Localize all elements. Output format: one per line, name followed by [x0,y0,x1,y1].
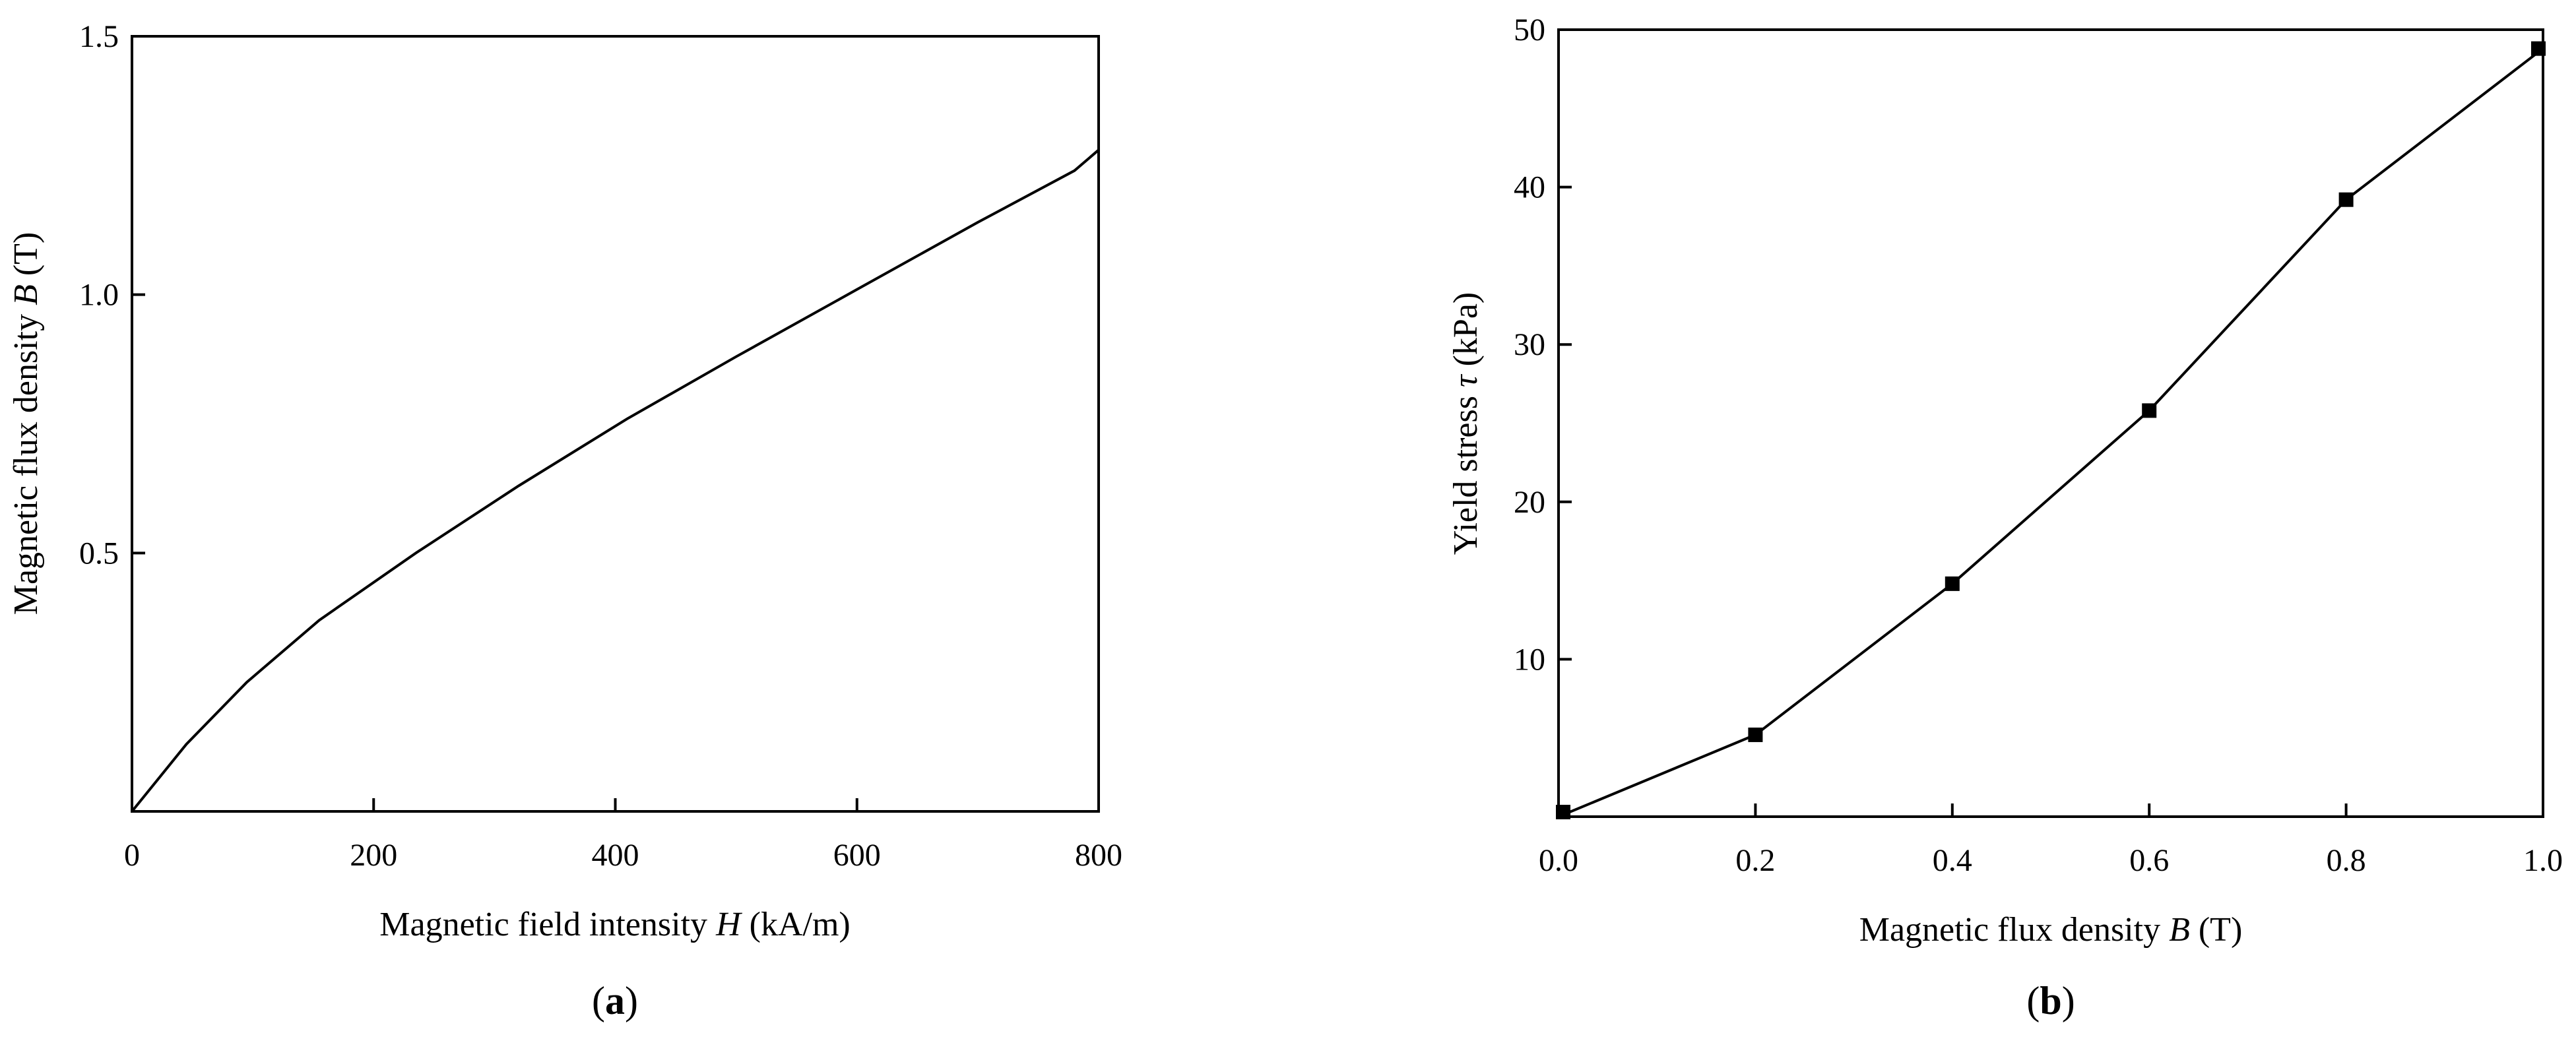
chart-a-x-axis-title: Magnetic field intensity H (kA/m) [379,906,850,943]
chart-b: 0.0 0.2 0.4 0.6 0.8 1.0 10 20 30 40 50 Magnetic f… [1447,13,2563,1022]
chart-b-data-point [2142,403,2157,418]
chart-a-frame [131,35,1100,813]
chart-a-panel-label: (a) [592,979,638,1022]
chart-b-y-tick-label: 30 [1514,327,1545,362]
chart-a: 0 200 400 600 800 0.5 1.0 1.5 Magnetic field i… [7,19,1122,1022]
chart-b-x-tick-label: 0.4 [1933,843,1972,878]
chart-b-x-tick-label: 0.0 [1539,843,1578,878]
chart-b-y-axis-title: Yield stress τ (kPa) [1447,292,1485,555]
chart-a-x-tick-label: 400 [592,838,639,873]
chart-b-data-point [1556,805,1570,819]
chart-a-y-tick-label: 0.5 [79,536,119,571]
chart-b-data-point [1945,576,1960,591]
chart-a-x-tick-label: 0 [124,838,140,873]
chart-a-y-axis-title: Magnetic flux density B (T) [7,232,45,615]
chart-b-x-tick-label: 0.8 [2327,843,2366,878]
chart-b-x-tick-label: 0.2 [1735,843,1775,878]
chart-b-data-point [2531,41,2546,56]
chart-a-x-tick-label: 200 [350,838,397,873]
chart-b-y-tick-label: 10 [1514,642,1545,677]
chart-b-x-ticks: 0.0 0.2 0.4 0.6 0.8 1.0 [1539,803,2563,878]
chart-b-panel-label: (b) [2026,979,2075,1022]
chart-b-x-tick-label: 0.6 [2129,843,2169,878]
chart-b-x-tick-label: 1.0 [2523,843,2563,878]
chart-b-frame [1557,28,2544,818]
chart-b-y-ticks: 10 20 30 40 50 [1514,13,1572,677]
chart-b-y-tick-label: 40 [1514,170,1545,205]
chart-b-series-line [1558,47,2544,818]
chart-b-data-point [1748,727,1763,742]
chart-b-y-tick-label: 50 [1514,13,1545,47]
chart-a-x-ticks: 0 200 400 600 800 [124,798,1122,873]
chart-a-y-ticks: 0.5 1.0 1.5 [79,19,145,571]
chart-a-series-line [131,148,1100,813]
chart-a-x-tick-label: 600 [833,838,881,873]
chart-b-markers [1556,41,2546,819]
chart-a-y-tick-label: 1.0 [79,278,119,313]
chart-a-x-tick-label: 800 [1075,838,1122,873]
chart-b-data-point [2338,192,2354,207]
chart-b-x-axis-title: Magnetic flux density B (T) [1859,911,2243,949]
chart-b-y-tick-label: 20 [1514,485,1545,520]
chart-a-y-tick-label: 1.5 [79,19,119,54]
